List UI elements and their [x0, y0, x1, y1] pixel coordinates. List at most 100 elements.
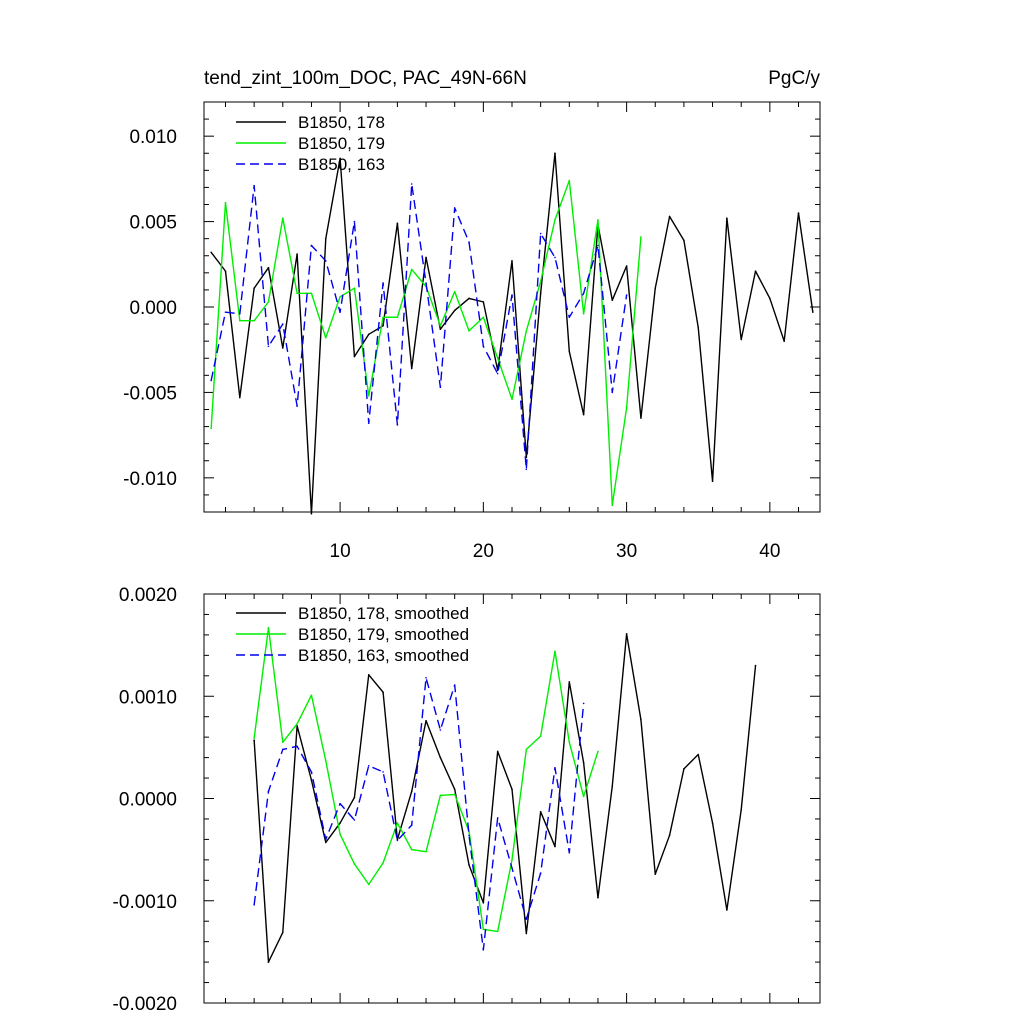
data-point	[339, 311, 341, 313]
data-point	[324, 841, 327, 844]
data-point	[339, 822, 341, 824]
y-tick-label: 0.0000	[119, 790, 177, 811]
data-point	[310, 694, 313, 697]
legend-label: B1850, 178	[298, 113, 385, 132]
data-point	[310, 512, 313, 515]
data-point	[267, 626, 270, 629]
data-point	[568, 316, 571, 319]
data-point	[324, 759, 327, 762]
data-point	[367, 673, 370, 676]
y-tick-label: -0.005	[123, 383, 177, 404]
data-point	[353, 796, 356, 799]
data-point	[539, 872, 542, 874]
data-point	[783, 340, 785, 342]
data-point	[353, 287, 356, 290]
data-point	[511, 788, 513, 791]
data-point	[410, 183, 413, 185]
data-point	[482, 345, 485, 348]
data-point	[253, 737, 255, 739]
data-point	[640, 236, 642, 238]
data-point	[468, 864, 470, 866]
data-point	[554, 767, 556, 769]
data-point	[711, 822, 714, 824]
data-point	[482, 901, 485, 904]
data-point	[339, 295, 341, 298]
series-line-3	[253, 677, 585, 951]
data-point	[296, 745, 298, 748]
data-point	[439, 756, 442, 759]
data-point	[267, 345, 270, 348]
data-point	[425, 677, 427, 679]
data-point	[525, 330, 528, 332]
data-point	[210, 379, 212, 382]
data-point	[525, 918, 528, 920]
plot-frame	[203, 593, 821, 1004]
data-point	[568, 681, 571, 683]
data-point	[267, 266, 270, 269]
x-tick-label: 30	[616, 541, 637, 562]
data-point	[453, 309, 456, 312]
data-point	[281, 931, 284, 934]
units-label: PgC/y	[768, 68, 820, 89]
data-point	[310, 292, 313, 295]
data-point	[439, 324, 442, 327]
data-point	[224, 270, 227, 272]
top-chart-panel: 10 20 30 40 -0.010 -0.005 0.000 0.005 0.010 B1850…	[123, 101, 821, 562]
data-point	[568, 851, 571, 854]
data-point	[539, 810, 542, 813]
data-point	[668, 215, 671, 218]
data-point	[582, 292, 585, 295]
data-point	[568, 741, 571, 744]
series-line-1	[253, 633, 757, 963]
data-point	[453, 788, 456, 791]
data-point	[224, 201, 227, 204]
data-point	[597, 219, 599, 221]
data-point	[296, 253, 298, 255]
legend-label: B1850, 179, smoothed	[298, 625, 469, 644]
data-point	[382, 324, 384, 327]
data-point	[253, 319, 255, 322]
data-point	[611, 785, 614, 788]
y-tick-label: -0.0010	[113, 892, 177, 913]
data-point	[711, 480, 714, 483]
data-point	[511, 260, 513, 262]
data-point	[281, 323, 284, 325]
data-point	[353, 220, 356, 223]
data-point	[496, 930, 499, 933]
data-point	[224, 311, 227, 313]
legend-label: B1850, 178, smoothed	[298, 604, 469, 623]
data-point	[253, 904, 255, 906]
data-point	[339, 157, 341, 160]
y-tick-label: -0.0020	[113, 994, 177, 1015]
data-point	[281, 748, 284, 751]
data-point	[425, 282, 427, 284]
data-point	[281, 347, 284, 349]
data-point	[324, 838, 327, 841]
data-point	[697, 326, 700, 329]
data-point	[210, 427, 212, 430]
data-point	[324, 237, 327, 240]
data-point	[754, 270, 757, 272]
data-point	[267, 301, 270, 303]
data-point	[439, 386, 442, 389]
data-point	[511, 398, 513, 401]
y-tick-label: 0.000	[129, 298, 177, 319]
data-point	[582, 313, 585, 315]
data-point	[410, 824, 413, 826]
data-point	[654, 287, 657, 290]
data-point	[468, 297, 470, 300]
data-point	[582, 702, 585, 705]
data-point	[797, 212, 800, 214]
data-point	[625, 406, 628, 409]
data-point	[396, 839, 399, 842]
data-point	[568, 179, 571, 182]
panel-title: tend_zint_100m_DOC, PAC_49N-66N	[204, 68, 527, 89]
data-point	[367, 764, 370, 767]
data-point	[382, 862, 384, 864]
data-point	[410, 367, 413, 370]
data-point	[310, 244, 313, 247]
data-point	[582, 795, 585, 798]
data-point	[539, 232, 542, 235]
data-point	[597, 244, 599, 247]
data-point	[382, 691, 384, 693]
